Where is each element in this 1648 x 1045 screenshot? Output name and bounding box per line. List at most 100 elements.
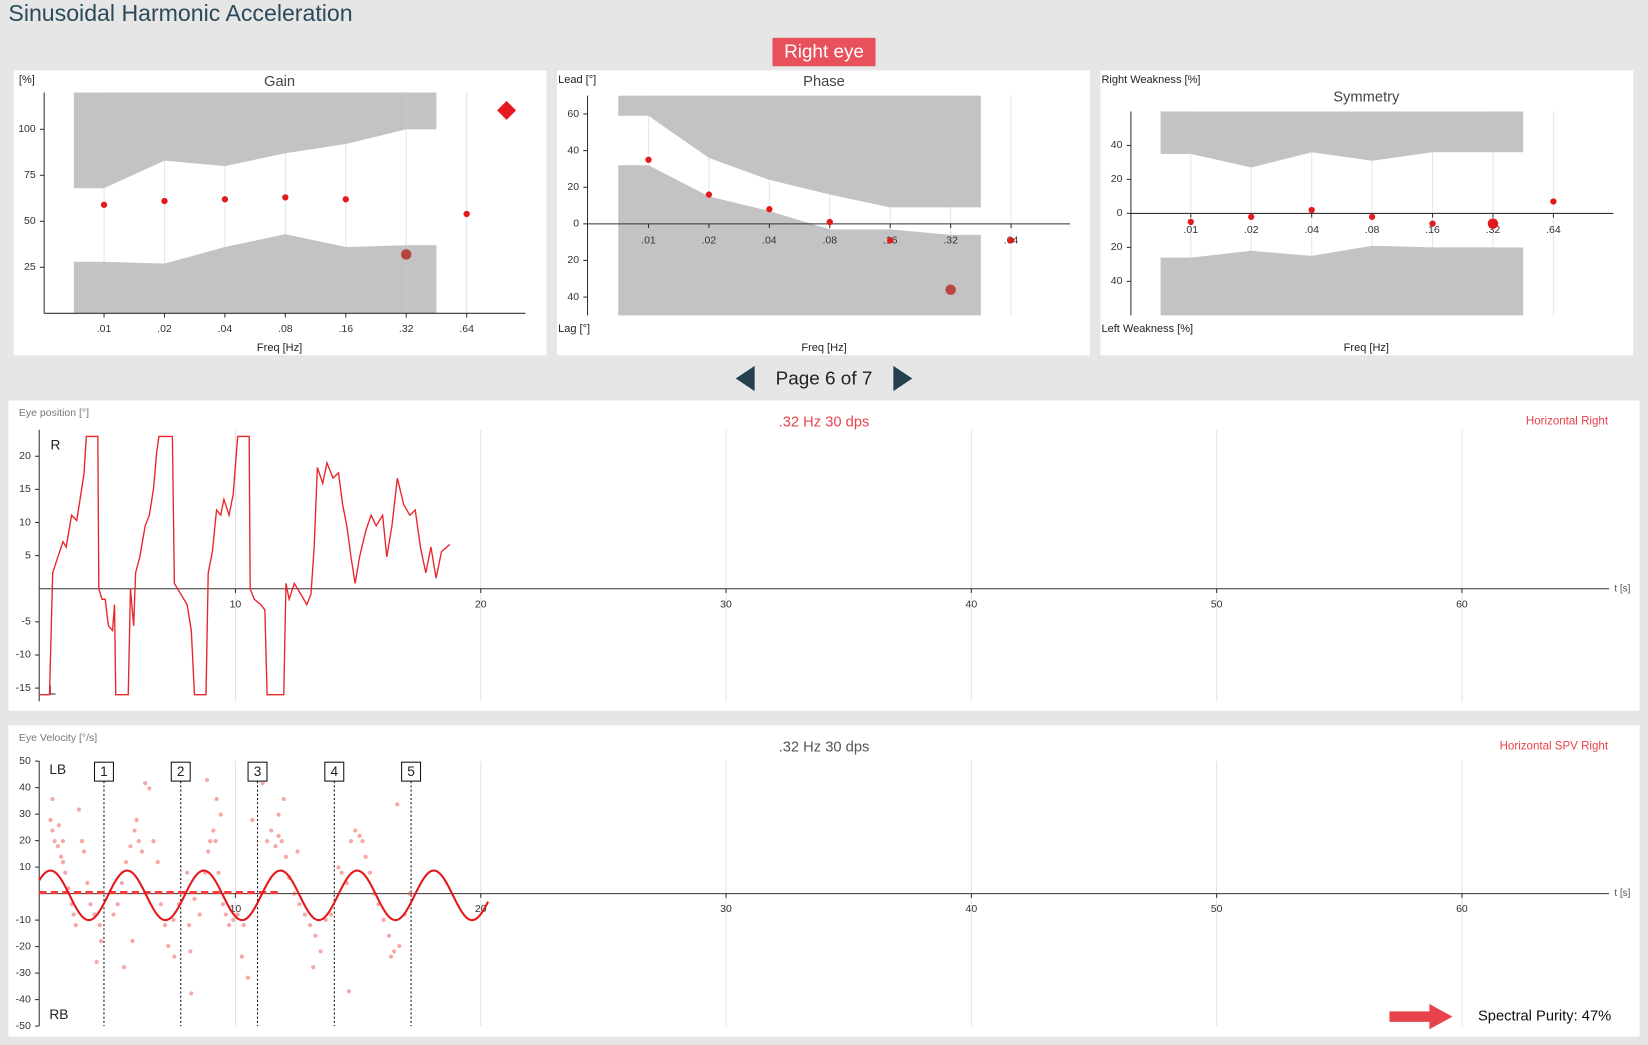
y-axis-label: Right Weakness [%] xyxy=(1101,74,1200,86)
velocity-point xyxy=(76,807,82,812)
cycle-label: 4 xyxy=(330,764,338,779)
x-tick-label: .01 xyxy=(641,234,656,246)
velocity-point xyxy=(111,912,116,917)
velocity-point xyxy=(171,917,176,922)
x-tick-label: 20 xyxy=(475,598,487,610)
velocity-point xyxy=(73,923,78,928)
arrow xyxy=(1389,1003,1453,1030)
velocity-point xyxy=(241,923,246,928)
y-tick-label: 20 xyxy=(19,450,31,462)
current-point xyxy=(945,284,956,296)
velocity-point xyxy=(58,854,64,859)
velocity-point xyxy=(211,828,216,833)
spectral-purity: Spectral Purity: 47% xyxy=(1478,1009,1611,1025)
point xyxy=(161,197,168,205)
panel xyxy=(8,725,1640,1037)
point xyxy=(1007,237,1015,244)
velocity-point xyxy=(119,880,124,886)
x-tick-label: .04 xyxy=(1304,224,1319,236)
cycle-label: 5 xyxy=(407,764,415,779)
y-tick-label: 20 xyxy=(1111,173,1123,185)
y-tick-label: -40 xyxy=(16,993,31,1005)
velocity-point xyxy=(381,917,386,922)
point xyxy=(826,218,833,226)
y-tick-label: 20 xyxy=(567,254,579,266)
prev-page-button[interactable] xyxy=(735,365,755,392)
norm-band-edge xyxy=(618,165,649,316)
current-point xyxy=(400,249,412,260)
x-tick-label: .32 xyxy=(399,323,414,335)
norm-band xyxy=(648,165,951,316)
velocity-point xyxy=(348,839,354,844)
x-axis-label: Freq [Hz] xyxy=(801,342,846,354)
current-point xyxy=(1487,218,1499,229)
norm-band-edge xyxy=(618,95,649,116)
y-tick-label: -50 xyxy=(16,1020,31,1032)
point xyxy=(342,196,349,203)
velocity-point xyxy=(245,975,251,980)
velocity-point xyxy=(60,859,66,865)
norm-band xyxy=(648,95,951,208)
x-tick-label: .01 xyxy=(1184,224,1199,236)
next-page-button[interactable] xyxy=(893,365,913,392)
velocity-point xyxy=(297,902,302,907)
velocity-point xyxy=(192,896,197,902)
y-tick-label: 75 xyxy=(24,169,36,181)
y-tick-label: -10 xyxy=(16,649,31,661)
velocity-point xyxy=(269,828,274,833)
channel-label: Horizontal Right xyxy=(1526,416,1609,428)
x-tick-label: .01 xyxy=(97,323,112,335)
norm-band-edge xyxy=(950,95,981,208)
y-tick-label: 10 xyxy=(19,516,31,528)
velocity-point xyxy=(360,839,365,844)
norm-band-edge xyxy=(406,245,437,314)
y-tick-label: -20 xyxy=(16,940,31,952)
y-tick-label: 25 xyxy=(24,261,36,273)
x-tick-label: .16 xyxy=(338,323,353,335)
eye-badge xyxy=(772,37,876,67)
direction-label: L xyxy=(48,682,56,697)
velocity-point xyxy=(155,859,160,865)
norm-band-edge xyxy=(1160,111,1191,154)
x-tick-label: 50 xyxy=(1211,598,1223,610)
norm-band-edge xyxy=(1492,111,1524,153)
velocity-point xyxy=(323,917,328,922)
x-tick-label: 30 xyxy=(720,903,732,915)
y-tick-label: 10 xyxy=(19,861,31,873)
velocity-point xyxy=(185,870,190,875)
velocity-point xyxy=(214,796,219,802)
x-tick-label: 10 xyxy=(230,903,242,915)
velocity-point xyxy=(307,923,313,928)
chart-subtitle: .32 Hz 30 dps xyxy=(779,739,870,755)
y-tick-label: 15 xyxy=(19,483,31,495)
cycle-box xyxy=(401,761,422,782)
velocity-point xyxy=(186,923,192,928)
x-tick-label: 60 xyxy=(1456,903,1468,915)
x-tick-label: .64 xyxy=(459,323,474,335)
trace xyxy=(39,435,451,696)
y-axis-label: Left Weakness [%] xyxy=(1101,323,1193,335)
velocity-point xyxy=(302,912,307,917)
velocity-point xyxy=(295,849,300,854)
velocity-point xyxy=(97,923,102,928)
x-tick-label: .08 xyxy=(1365,224,1380,236)
y-tick-label: 40 xyxy=(19,781,31,793)
velocity-point xyxy=(283,854,289,859)
velocity-point xyxy=(189,991,194,996)
x-tick-label: 10 xyxy=(230,598,242,610)
point xyxy=(463,210,470,218)
x-tick-label: .08 xyxy=(822,234,837,246)
velocity-point xyxy=(55,844,60,849)
velocity-point xyxy=(132,828,137,833)
velocity-point xyxy=(276,833,281,838)
norm-band-edge xyxy=(1160,257,1191,316)
x-tick-label: .16 xyxy=(1425,224,1440,236)
page-title: Sinusoidal Harmonic Acceleration xyxy=(8,0,352,26)
sine-fit xyxy=(38,869,490,922)
velocity-point xyxy=(56,823,61,828)
velocity-point xyxy=(206,849,211,854)
velocity-point xyxy=(213,839,218,844)
panel xyxy=(8,400,1640,711)
point xyxy=(1187,218,1194,226)
velocity-point xyxy=(71,912,76,917)
